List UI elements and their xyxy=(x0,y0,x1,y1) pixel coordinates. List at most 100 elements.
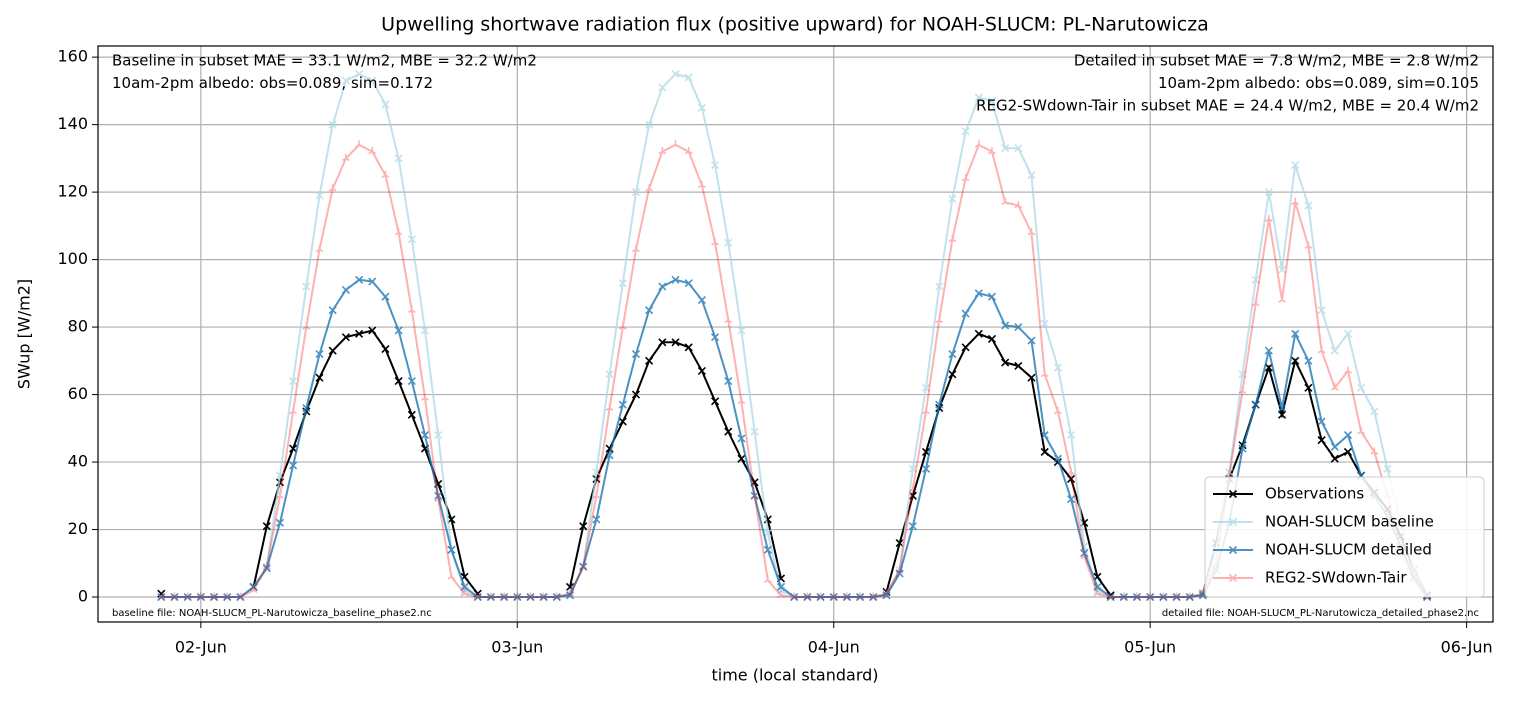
data-point xyxy=(1344,366,1352,374)
data-point xyxy=(658,282,667,291)
data-point xyxy=(223,592,232,602)
data-point xyxy=(1040,447,1049,456)
data-point xyxy=(1238,370,1247,379)
data-point xyxy=(460,589,469,597)
y-tick-label: 20 xyxy=(68,519,88,538)
data-point xyxy=(223,592,232,600)
data-point xyxy=(803,592,812,600)
data-point xyxy=(974,93,983,102)
data-point xyxy=(566,589,574,597)
data-point xyxy=(988,147,996,155)
data-point xyxy=(315,244,324,253)
data-point xyxy=(684,147,693,155)
data-point xyxy=(697,296,706,305)
data-point xyxy=(434,491,443,500)
data-point xyxy=(1278,295,1286,303)
annotation: 10am-2pm albedo: obs=0.089, sim=0.172 xyxy=(112,74,433,92)
data-point xyxy=(1304,356,1313,365)
footnote: baseline file: NOAH-SLUCM_PL-Narutowicza… xyxy=(112,608,432,619)
data-point xyxy=(724,315,733,324)
data-point xyxy=(1277,404,1287,413)
data-point xyxy=(1238,444,1247,453)
data-point xyxy=(500,592,509,602)
data-point xyxy=(631,390,641,399)
data-point xyxy=(1383,464,1392,473)
data-point xyxy=(592,491,601,499)
data-point xyxy=(1370,447,1379,455)
data-point xyxy=(1343,430,1353,440)
data-point xyxy=(961,309,970,318)
data-point xyxy=(1251,298,1260,307)
data-point xyxy=(315,373,324,382)
data-point xyxy=(262,522,271,531)
data-point xyxy=(420,326,430,335)
data-point xyxy=(368,147,377,155)
data-point xyxy=(289,406,298,415)
data-point xyxy=(1067,430,1076,440)
data-point xyxy=(711,161,720,170)
data-point xyxy=(170,592,179,602)
data-point xyxy=(434,430,443,440)
data-point xyxy=(1291,356,1300,365)
data-point xyxy=(737,396,746,405)
data-point xyxy=(750,491,759,499)
x-axis-label: time (local standard) xyxy=(711,666,878,685)
footnote: detailed file: NOAH-SLUCM_PL-Narutowicza… xyxy=(1162,608,1479,619)
y-tick-label: 120 xyxy=(57,182,88,201)
data-point xyxy=(1146,592,1155,600)
data-point xyxy=(908,464,917,473)
data-point xyxy=(341,153,350,162)
data-point xyxy=(987,334,997,343)
data-point xyxy=(552,592,561,600)
data-point xyxy=(1317,306,1326,315)
data-point xyxy=(328,306,337,315)
data-point xyxy=(157,592,166,600)
data-point xyxy=(249,585,258,594)
data-point xyxy=(289,377,298,386)
x-tick-label: 05-Jun xyxy=(1124,638,1176,657)
data-point xyxy=(1172,592,1181,602)
data-point xyxy=(1185,592,1194,600)
data-point xyxy=(1132,592,1142,602)
data-point xyxy=(737,434,746,443)
data-point xyxy=(618,400,627,409)
data-point xyxy=(328,120,337,129)
data-point xyxy=(1304,383,1313,392)
data-point xyxy=(1119,592,1128,600)
data-point xyxy=(882,589,891,597)
data-point xyxy=(394,228,403,236)
data-point xyxy=(658,338,667,347)
data-point xyxy=(328,184,337,192)
data-point xyxy=(1014,144,1023,153)
data-point xyxy=(302,322,311,330)
legend-marker xyxy=(1228,517,1238,527)
data-point xyxy=(157,589,166,598)
data-point xyxy=(684,73,693,82)
data-point xyxy=(974,140,983,148)
data-point xyxy=(486,592,495,602)
data-point xyxy=(843,592,851,600)
data-point xyxy=(341,285,350,295)
chart-title: Upwelling shortwave radiation flux (posi… xyxy=(381,14,1209,36)
data-point xyxy=(1370,407,1379,416)
data-point xyxy=(1330,442,1339,451)
data-point xyxy=(671,69,680,79)
data-point xyxy=(1357,383,1366,392)
data-point xyxy=(1251,400,1260,409)
data-point xyxy=(645,306,654,315)
data-point xyxy=(697,180,706,189)
legend-marker xyxy=(1228,489,1238,499)
y-tick-label: 100 xyxy=(57,249,88,268)
data-point xyxy=(1317,436,1326,445)
data-point xyxy=(763,545,772,554)
data-point xyxy=(1264,346,1273,355)
data-point xyxy=(1317,417,1326,426)
data-point xyxy=(869,592,878,602)
data-point xyxy=(473,592,482,600)
legend-item xyxy=(1213,489,1253,499)
data-point xyxy=(1304,241,1313,249)
data-point xyxy=(605,370,614,379)
x-tick-label: 03-Jun xyxy=(491,638,543,657)
x-tick-label: 06-Jun xyxy=(1441,638,1493,657)
data-point xyxy=(1133,592,1141,600)
